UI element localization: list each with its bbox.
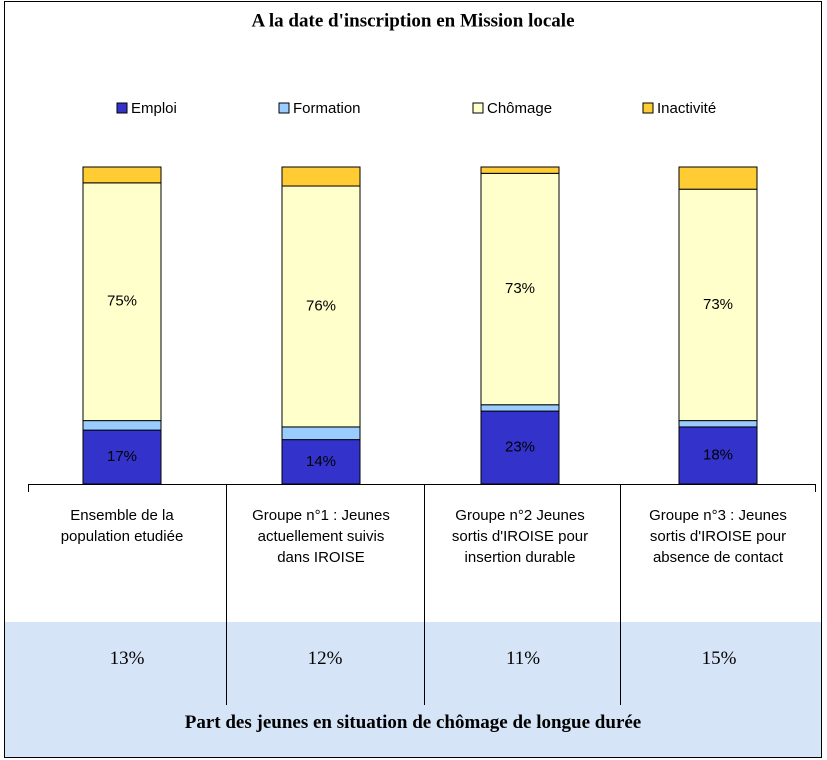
- legend-swatch: [642, 102, 654, 114]
- bar-segment: [281, 426, 361, 441]
- legend-label: Formation: [293, 100, 361, 117]
- table-cell: 13%: [109, 648, 145, 669]
- bar-segment: [480, 166, 560, 174]
- bar-segment: [480, 410, 560, 485]
- bar-segment: [678, 188, 758, 422]
- legend-label: Inactivité: [657, 100, 716, 117]
- legend-swatch: [278, 102, 290, 114]
- bar-segment: [281, 439, 361, 485]
- bar-segment: [281, 185, 361, 428]
- data-label: 17%: [107, 448, 137, 465]
- table-cell: 11%: [505, 648, 541, 669]
- bar-segment: [480, 172, 560, 406]
- legend-label: Emploi: [131, 100, 177, 117]
- x-tick-label: Ensemble de la population etudiée: [60, 507, 184, 545]
- bar-segment: [678, 166, 758, 190]
- bar-segment: [281, 166, 361, 187]
- x-tick-label: Groupe n°1 : Jeunes actuellement suivis …: [252, 507, 390, 566]
- bar-segment: [678, 426, 758, 485]
- chart-title: A la date d'inscription en Mission local…: [251, 10, 574, 31]
- table-caption: Part des jeunes en situation de chômage …: [184, 712, 642, 733]
- data-label: 75%: [107, 293, 137, 310]
- bar-segment: [480, 404, 560, 412]
- table-background: [4, 622, 822, 758]
- x-tick-label: Groupe n°2 Jeunes sortis d'IROISE pour i…: [451, 507, 589, 566]
- legend-label: Chômage: [487, 100, 552, 117]
- frame: [4, 1, 822, 758]
- data-label: 73%: [703, 296, 733, 313]
- bar-segment: [82, 166, 162, 184]
- data-label: 18%: [703, 446, 733, 463]
- data-label: 14%: [306, 453, 336, 470]
- data-label: 73%: [505, 280, 535, 297]
- x-tick-label: Groupe n°3 : Jeunes sortis d'IROISE pour…: [649, 507, 787, 566]
- data-label: 76%: [306, 297, 336, 314]
- table-cell: 15%: [701, 648, 737, 669]
- bar-segment: [82, 182, 162, 422]
- data-label: 23%: [505, 439, 535, 456]
- bar-segment: [82, 420, 162, 431]
- table-cell: 12%: [307, 648, 343, 669]
- legend-swatch: [472, 102, 484, 114]
- bar-segment: [678, 420, 758, 428]
- legend-swatch: [116, 102, 128, 114]
